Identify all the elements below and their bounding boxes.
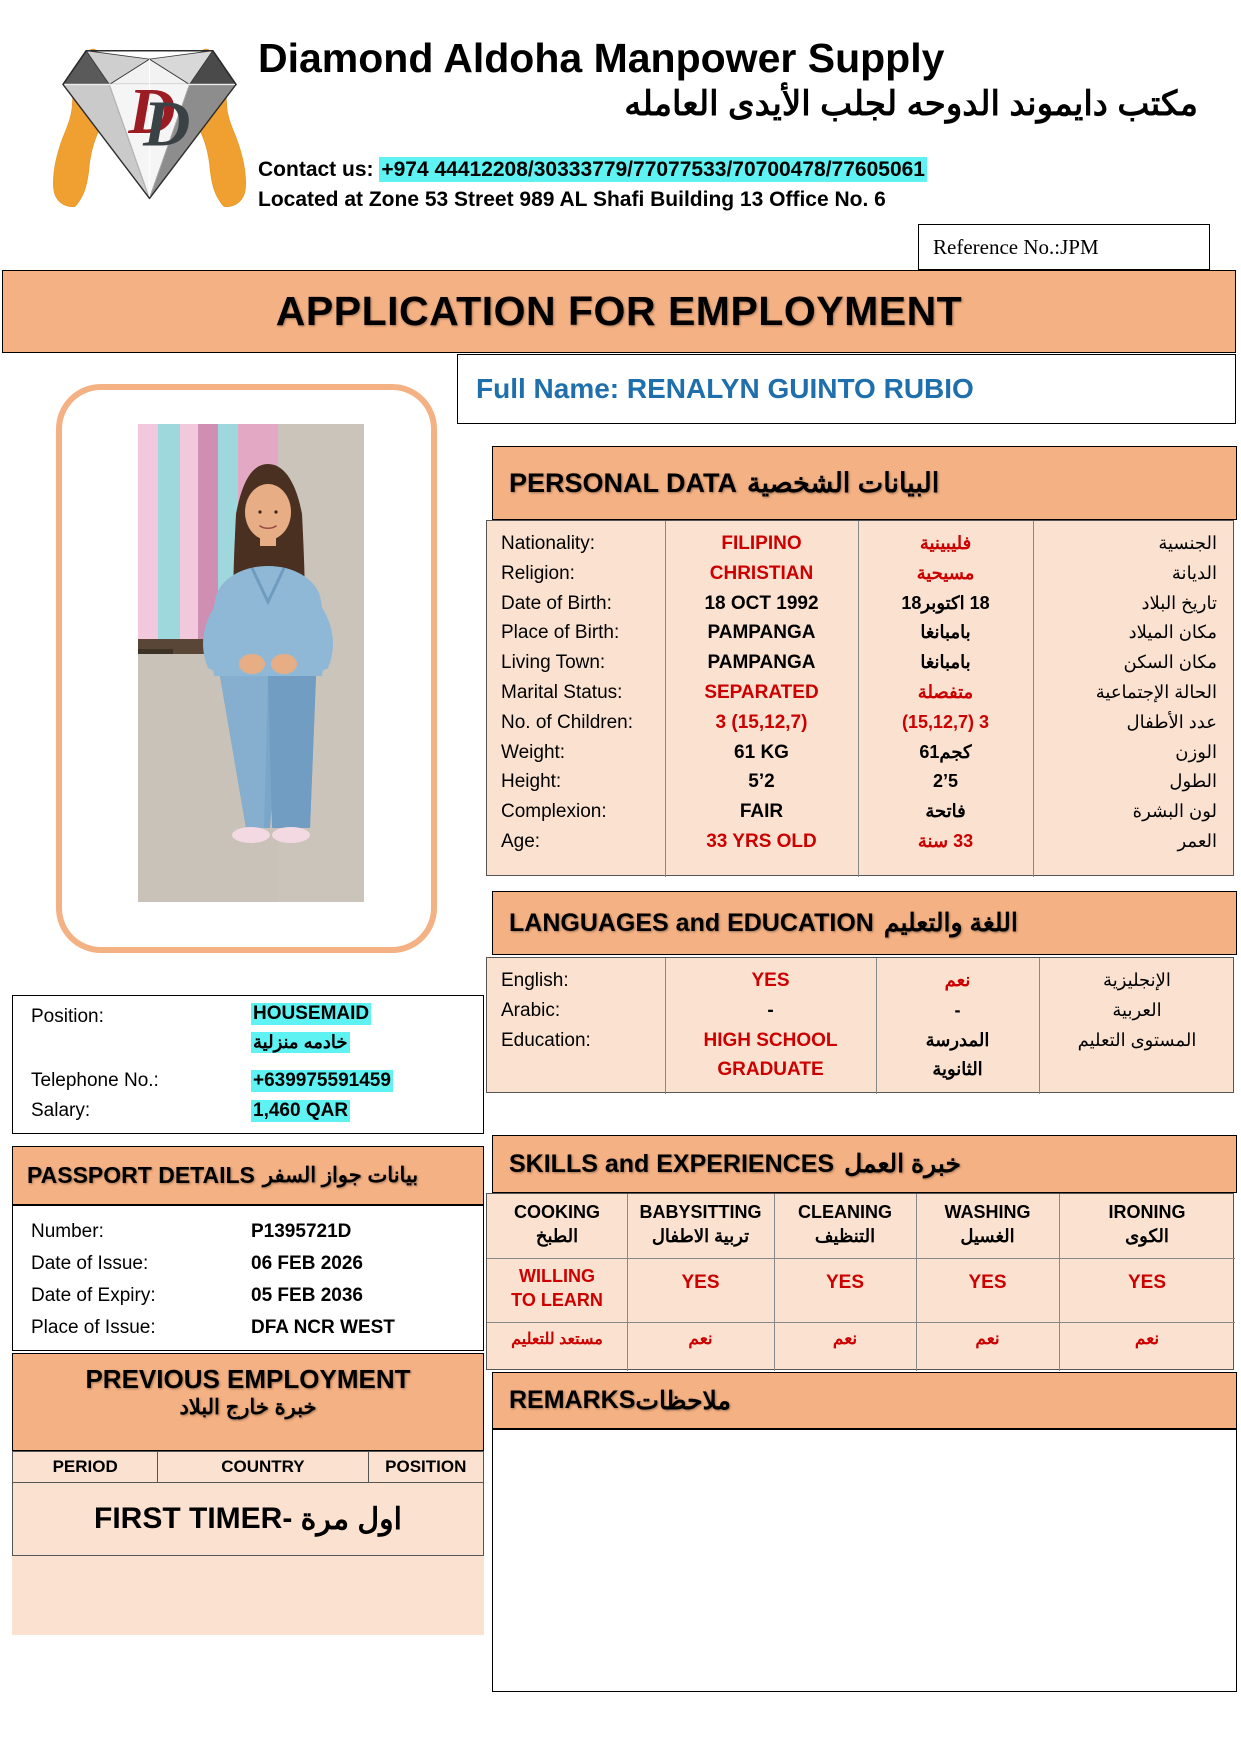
svg-text:D: D: [142, 89, 190, 161]
